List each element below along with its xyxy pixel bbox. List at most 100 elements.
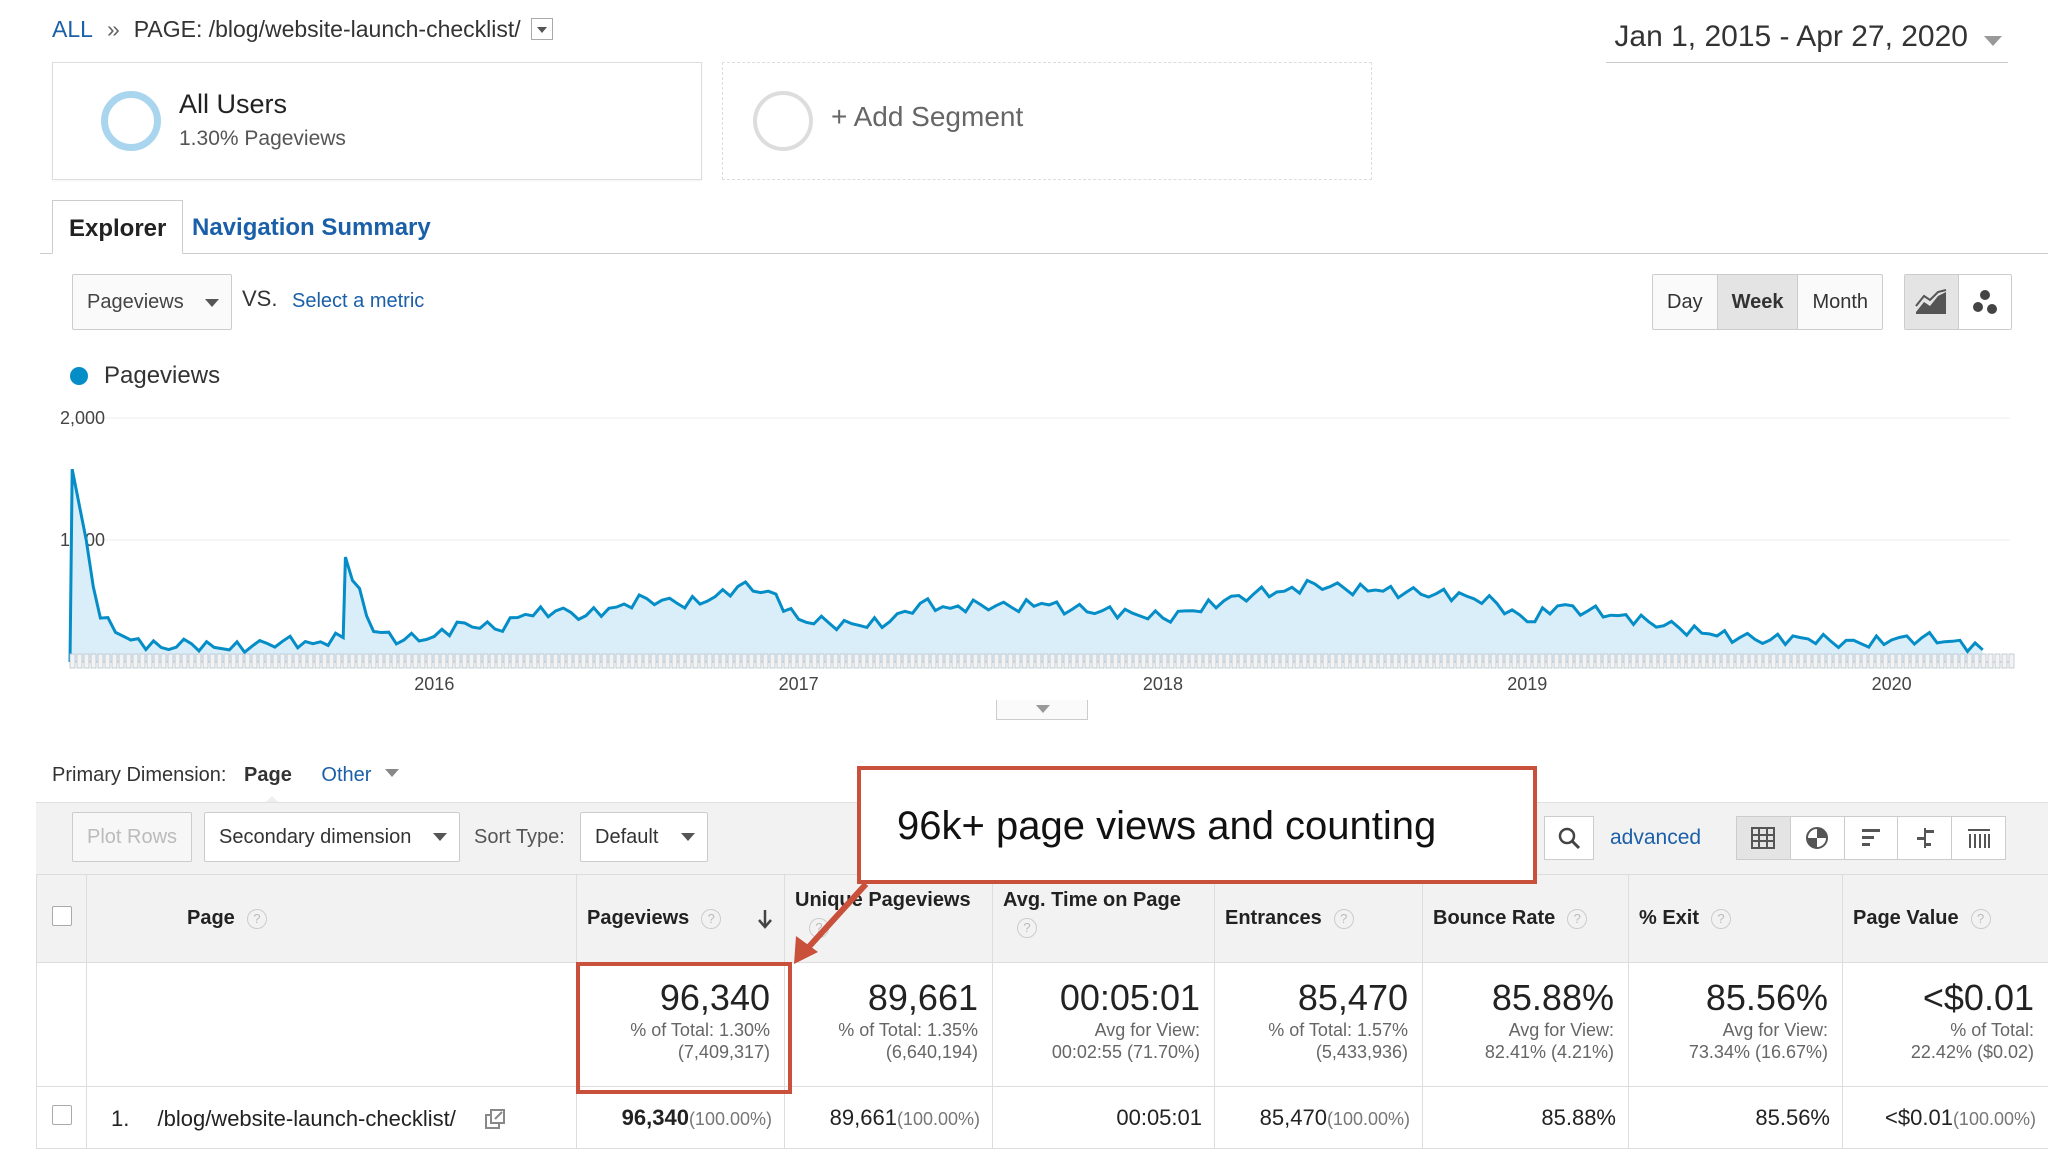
select-metric-link[interactable]: Select a metric xyxy=(292,290,425,312)
annotation-marker[interactable] xyxy=(356,653,363,669)
annotation-marker[interactable] xyxy=(454,653,461,669)
annotation-marker[interactable] xyxy=(895,653,902,669)
annotation-marker[interactable] xyxy=(1021,653,1028,669)
annotation-marker[interactable] xyxy=(1567,653,1574,669)
annotation-marker[interactable] xyxy=(979,653,986,669)
header-page-value[interactable]: Page Value? xyxy=(1842,874,2048,963)
annotation-marker[interactable] xyxy=(1546,653,1553,669)
comparison-view-button[interactable] xyxy=(1898,817,1953,859)
annotation-marker[interactable] xyxy=(1966,653,1973,669)
annotation-marker[interactable] xyxy=(1126,653,1133,669)
annotation-marker[interactable] xyxy=(132,653,139,669)
annotation-marker[interactable] xyxy=(916,653,923,669)
annotation-marker[interactable] xyxy=(1945,653,1952,669)
annotation-marker[interactable] xyxy=(580,653,587,669)
annotation-marker[interactable] xyxy=(1791,653,1798,669)
annotation-marker[interactable] xyxy=(405,653,412,669)
help-icon[interactable]: ? xyxy=(1017,918,1037,938)
annotation-marker[interactable] xyxy=(678,653,685,669)
annotation-marker[interactable] xyxy=(1140,653,1147,669)
annotation-marker[interactable] xyxy=(307,653,314,669)
annotation-marker[interactable] xyxy=(1105,653,1112,669)
annotation-marker[interactable] xyxy=(1350,653,1357,669)
annotation-marker[interactable] xyxy=(1399,653,1406,669)
performance-view-button[interactable] xyxy=(1845,817,1899,859)
tab-explorer[interactable]: Explorer xyxy=(52,200,184,254)
annotation-marker[interactable] xyxy=(1434,653,1441,669)
annotation-marker[interactable] xyxy=(503,653,510,669)
annotation-marker[interactable] xyxy=(713,653,720,669)
annotation-marker[interactable] xyxy=(818,653,825,669)
annotation-marker[interactable] xyxy=(391,653,398,669)
annotation-marker[interactable] xyxy=(1910,653,1917,669)
annotation-marker[interactable] xyxy=(1210,653,1217,669)
line-chart-button[interactable] xyxy=(1905,275,1959,329)
header-avg-time[interactable]: Avg. Time on Page? xyxy=(992,874,1215,963)
annotation-marker[interactable] xyxy=(692,653,699,669)
annotation-marker[interactable] xyxy=(1448,653,1455,669)
annotation-marker[interactable] xyxy=(1420,653,1427,669)
annotation-marker[interactable] xyxy=(1364,653,1371,669)
annotation-marker[interactable] xyxy=(776,653,783,669)
annotation-marker[interactable] xyxy=(419,653,426,669)
annotation-marker[interactable] xyxy=(1378,653,1385,669)
annotation-marker[interactable] xyxy=(1868,653,1875,669)
annotation-marker[interactable] xyxy=(874,653,881,669)
annotation-marker[interactable] xyxy=(1273,653,1280,669)
annotation-marker[interactable] xyxy=(790,653,797,669)
row-checkbox[interactable] xyxy=(51,1104,72,1125)
annotation-marker[interactable] xyxy=(125,653,132,669)
annotation-marker[interactable] xyxy=(300,653,307,669)
annotation-marker[interactable] xyxy=(1287,653,1294,669)
annotation-marker[interactable] xyxy=(363,653,370,669)
annotation-marker[interactable] xyxy=(1819,653,1826,669)
annotation-marker[interactable] xyxy=(1413,653,1420,669)
help-icon[interactable]: ? xyxy=(1333,908,1354,929)
annotation-marker[interactable] xyxy=(209,653,216,669)
annotation-marker[interactable] xyxy=(951,653,958,669)
annotation-marker[interactable] xyxy=(1035,653,1042,669)
annotation-marker[interactable] xyxy=(1028,653,1035,669)
annotation-marker[interactable] xyxy=(1203,653,1210,669)
annotation-marker[interactable] xyxy=(90,653,97,669)
annotation-marker[interactable] xyxy=(1721,653,1728,669)
annotation-marker[interactable] xyxy=(1581,653,1588,669)
annotation-marker[interactable] xyxy=(867,653,874,669)
annotation-marker[interactable] xyxy=(1770,653,1777,669)
annotation-marker[interactable] xyxy=(1742,653,1749,669)
annotation-marker[interactable] xyxy=(251,653,258,669)
annotation-marker[interactable] xyxy=(636,653,643,669)
annotation-marker[interactable] xyxy=(153,653,160,669)
annotation-marker[interactable] xyxy=(755,653,762,669)
annotation-marker[interactable] xyxy=(342,653,349,669)
annotation-marker[interactable] xyxy=(237,653,244,669)
annotation-marker[interactable] xyxy=(202,653,209,669)
annotation-marker[interactable] xyxy=(657,653,664,669)
pivot-view-button[interactable] xyxy=(1952,817,2005,859)
annotation-marker[interactable] xyxy=(1098,653,1105,669)
annotation-marker[interactable] xyxy=(1476,653,1483,669)
annotation-marker[interactable] xyxy=(727,653,734,669)
help-icon[interactable]: ? xyxy=(246,908,267,929)
annotation-marker[interactable] xyxy=(608,653,615,669)
annotation-marker[interactable] xyxy=(293,653,300,669)
annotation-marker[interactable] xyxy=(1714,653,1721,669)
annotation-marker[interactable] xyxy=(734,653,741,669)
annotation-marker[interactable] xyxy=(1301,653,1308,669)
annotation-marker[interactable] xyxy=(447,653,454,669)
annotation-marker[interactable] xyxy=(1854,653,1861,669)
annotation-marker[interactable] xyxy=(1441,653,1448,669)
annotation-marker[interactable] xyxy=(1427,653,1434,669)
annotation-marker[interactable] xyxy=(1259,653,1266,669)
annotation-marker[interactable] xyxy=(1119,653,1126,669)
annotation-marker[interactable] xyxy=(587,653,594,669)
annotation-marker[interactable] xyxy=(69,653,76,669)
annotation-marker[interactable] xyxy=(1560,653,1567,669)
annotation-marker[interactable] xyxy=(1217,653,1224,669)
annotation-marker[interactable] xyxy=(1609,653,1616,669)
annotation-marker[interactable] xyxy=(1896,653,1903,669)
annotation-marker[interactable] xyxy=(111,653,118,669)
metric-dropdown[interactable]: Pageviews xyxy=(72,274,232,330)
plot-rows-button[interactable]: Plot Rows xyxy=(72,812,193,862)
